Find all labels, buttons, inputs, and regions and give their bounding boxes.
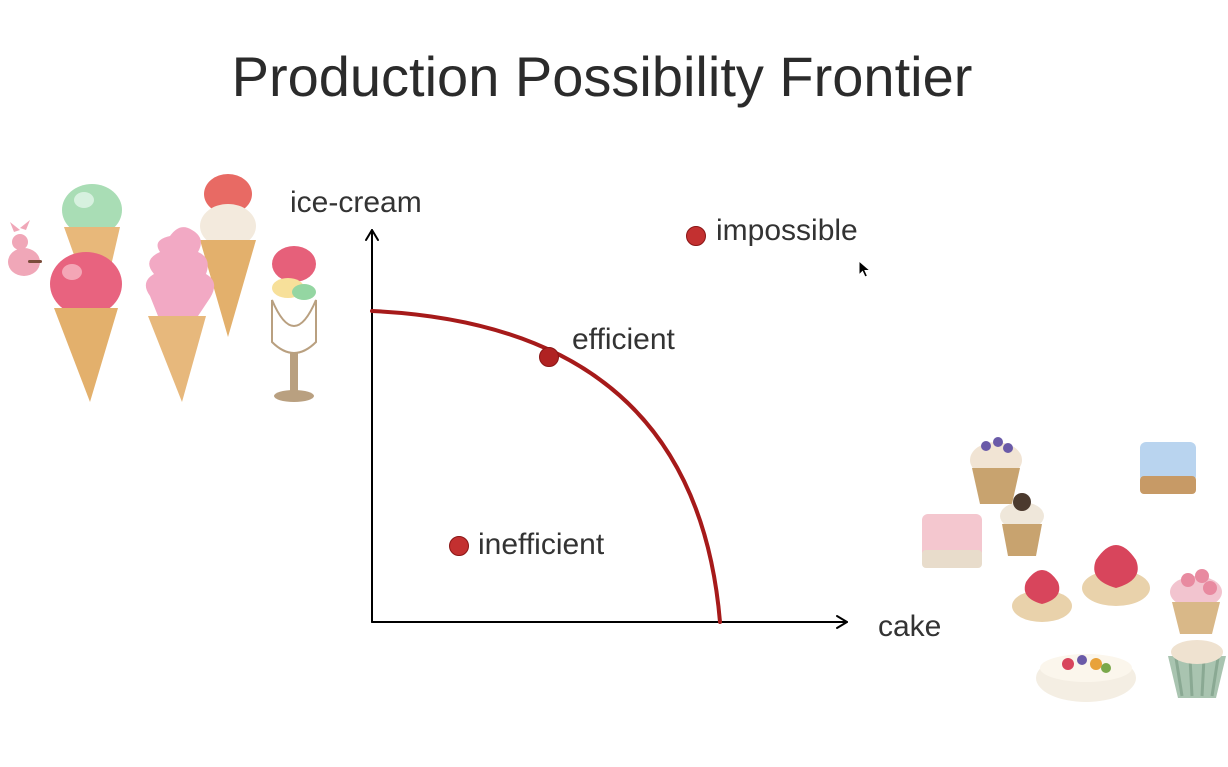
ppf-chart bbox=[0, 0, 1228, 767]
point-efficient-label: efficient bbox=[572, 323, 675, 357]
point-inefficient bbox=[449, 536, 469, 556]
cursor-icon bbox=[858, 260, 872, 278]
point-efficient bbox=[539, 347, 559, 367]
point-impossible bbox=[686, 226, 706, 246]
point-impossible-label: impossible bbox=[716, 214, 858, 248]
y-axis-label: ice-cream bbox=[290, 186, 422, 220]
point-inefficient-label: inefficient bbox=[478, 528, 604, 562]
x-axis-label: cake bbox=[878, 610, 941, 644]
